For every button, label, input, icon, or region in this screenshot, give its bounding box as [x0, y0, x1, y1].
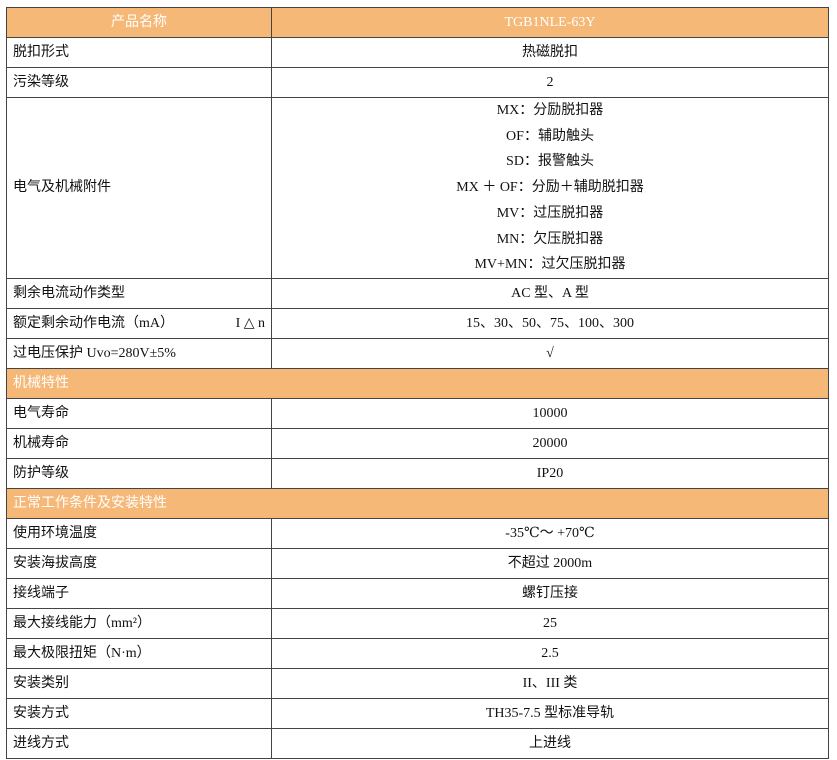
row-value: TH35-7.5 型标准导轨: [271, 697, 829, 729]
section-mechanical: 机械特性: [6, 367, 829, 399]
table-row: 使用环境温度 -35℃～ +70℃: [6, 517, 829, 549]
table-row: 机械寿命 20000: [6, 427, 829, 459]
row-label-text: 接线端子: [13, 585, 69, 601]
row-label-text: 过电压保护 Uvo=280V±5%: [13, 345, 176, 361]
accessory-item: MV：过压脱扣器: [496, 205, 604, 221]
table-row: 过电压保护 Uvo=280V±5% √: [6, 337, 829, 369]
row-label: 电气寿命: [6, 397, 272, 429]
row-label-text: 机械寿命: [13, 435, 69, 451]
row-value: 2: [271, 67, 829, 98]
row-value: 15、30、50、75、100、300: [271, 307, 829, 339]
accessory-item: MX：分励脱扣器: [496, 103, 604, 118]
section-conditions: 正常工作条件及安装特性: [6, 487, 829, 519]
row-label-text: 安装海拔高度: [13, 555, 97, 571]
table-row: 安装海拔高度 不超过 2000m: [6, 547, 829, 579]
table-row: 污染等级 2: [6, 67, 829, 98]
header-name-label: 产品名称: [6, 7, 272, 38]
row-label: 防护等级: [6, 457, 272, 489]
table-row: 电气寿命 10000: [6, 397, 829, 429]
row-value: 20000: [271, 427, 829, 459]
row-label-text: 安装类别: [13, 675, 69, 691]
row-label: 安装方式: [6, 697, 272, 729]
table-row: 剩余电流动作类型 AC 型、A 型: [6, 277, 829, 309]
header-model: TGB1NLE-63Y: [271, 7, 829, 38]
table-row: 进线方式 上进线: [6, 727, 829, 759]
row-value: AC 型、A 型: [271, 277, 829, 309]
section-title: 机械特性: [6, 367, 829, 399]
row-label-text: 脱扣形式: [13, 44, 69, 60]
accessory-item: MX ＋ OF：分励＋辅助脱扣器: [456, 180, 644, 196]
row-value: 2.5: [271, 637, 829, 669]
row-label-text: 电气寿命: [13, 405, 69, 421]
row-label-text: 防护等级: [13, 465, 69, 481]
row-label-text: 进线方式: [13, 735, 69, 751]
row-label-text: 额定剩余动作电流（mA）: [13, 315, 174, 331]
row-symbol: I △ n: [235, 315, 265, 331]
row-label-text: 最大接线能力（mm²）: [13, 615, 151, 631]
row-label: 接线端子: [6, 577, 272, 609]
accessory-item: MN：欠压脱扣器: [496, 231, 604, 247]
row-label-text: 使用环境温度: [13, 525, 97, 541]
row-value: 螺钉压接: [271, 577, 829, 609]
spec-table: 产品名称 TGB1NLE-63Y 脱扣形式 热磁脱扣污染等级 2 电气及机械附件 M…: [6, 7, 829, 759]
row-label-text: 安装方式: [13, 705, 69, 721]
row-label: 剩余电流动作类型: [6, 277, 272, 309]
accessory-item: OF：辅助触头: [506, 128, 594, 144]
row-label: 机械寿命: [6, 427, 272, 459]
row-value: IP20: [271, 457, 829, 489]
row-label: 脱扣形式: [6, 37, 272, 68]
row-label-text: 最大极限扭矩（N·m）: [13, 645, 151, 661]
row-value: 25: [271, 607, 829, 639]
row-value: 热磁脱扣: [271, 37, 829, 68]
row-label: 使用环境温度: [6, 517, 272, 549]
row-value: II、III 类: [271, 667, 829, 699]
section-title: 正常工作条件及安装特性: [6, 487, 829, 519]
row-value: 10000: [271, 397, 829, 429]
table-row: 脱扣形式 热磁脱扣: [6, 37, 829, 68]
row-label: 额定剩余动作电流（mA） I △ n: [6, 307, 272, 339]
table-row: 安装类别 II、III 类: [6, 667, 829, 699]
table-header-row: 产品名称 TGB1NLE-63Y: [6, 7, 829, 38]
table-row: 最大接线能力（mm²） 25: [6, 607, 829, 639]
row-label: 污染等级: [6, 67, 272, 98]
table-row: 最大极限扭矩（N·m） 2.5: [6, 637, 829, 669]
accessories-row: 电气及机械附件 MX：分励脱扣器 OF：辅助触头 SD：报警触头 MX ＋ OF：分励…: [6, 97, 829, 279]
row-label: 电气及机械附件: [6, 97, 272, 279]
row-label: 过电压保护 Uvo=280V±5%: [6, 337, 272, 369]
table-row: 安装方式 TH35-7.5 型标准导轨: [6, 697, 829, 729]
row-label-text: 污染等级: [13, 74, 69, 90]
table-row: 接线端子 螺钉压接: [6, 577, 829, 609]
row-label-text: 剩余电流动作类型: [13, 285, 125, 301]
table-row: 防护等级 IP20: [6, 457, 829, 489]
accessories-list: MX：分励脱扣器 OF：辅助触头 SD：报警触头 MX ＋ OF：分励＋辅助脱扣器 MV…: [271, 97, 829, 279]
row-label: 安装类别: [6, 667, 272, 699]
row-value: 不超过 2000m: [271, 547, 829, 579]
table-row: 额定剩余动作电流（mA） I △ n 15、30、50、75、100、300: [6, 307, 829, 339]
row-label: 安装海拔高度: [6, 547, 272, 579]
row-label: 最大接线能力（mm²）: [6, 607, 272, 639]
row-label: 最大极限扭矩（N·m）: [6, 637, 272, 669]
row-label: 进线方式: [6, 727, 272, 759]
accessory-item: SD：报警触头: [506, 154, 594, 170]
row-value: -35℃～ +70℃: [271, 517, 829, 549]
row-value: 上进线: [271, 727, 829, 759]
accessory-item: MV+MN：过欠压脱扣器: [474, 257, 626, 273]
row-value: √: [271, 337, 829, 369]
